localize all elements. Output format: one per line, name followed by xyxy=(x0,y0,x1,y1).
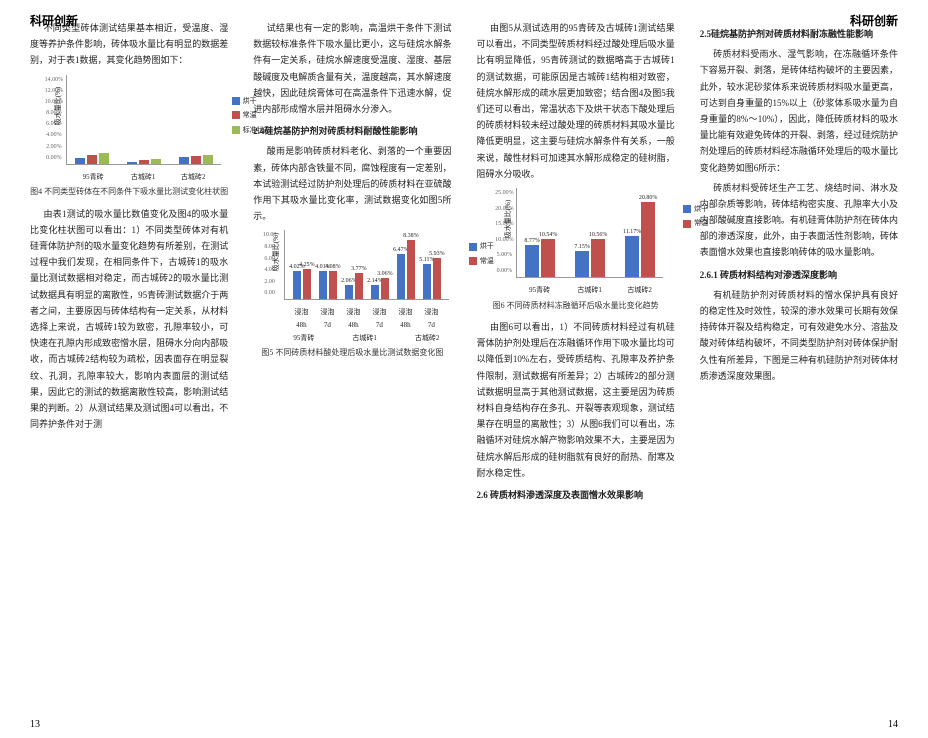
column-4: 2.5硅烷基防护剂对砖质材料耐冻融性能影响 砖质材料受雨水、湿气影响，在冻融循环… xyxy=(700,20,898,728)
chart5-caption: 图5 不同砖质材料酸处理后吸水量比测试数据变化图 xyxy=(253,346,451,360)
page-num-left: 13 xyxy=(30,719,40,730)
chart-5: 吸水量比(%) 10.008.006.004.002.000.00 4.02%4… xyxy=(253,230,451,360)
chart4-caption: 图4 不同类型砖体在不同条件下吸水量比测试变化柱状图 xyxy=(30,185,228,199)
para: 由图6可以看出，1）不同砖质材料经过有机硅膏体防护剂处理后在冻融循环作用下吸水量… xyxy=(477,319,675,481)
chart-4: 吸水量比(%) 14.00%12.00%10.00%8.00%6.00%4.00… xyxy=(30,75,228,200)
page-num-right: 14 xyxy=(888,719,898,730)
para: 砖质材料受雨水、湿气影响，在冻融循环条件下容易开裂、剥落，是砖体结构破坏的主要因… xyxy=(700,46,898,176)
page-spread: 不同类型砖体测试结果基本相近，受温度、湿度等养护条件影响，砖体吸水量比有明显的数… xyxy=(0,0,928,738)
para: 由表1测试的吸水量比数值变化及图4的吸水量比变化柱状图可以看出：1）不同类型砖体… xyxy=(30,206,228,433)
para: 由图5从测试选用的95青砖及古城砖1测试结果可以看出，不同类型砖质材料经过酸处理… xyxy=(477,20,675,182)
section-heading: 2.4硅烷基防护剂对砖质材料耐酸性能影响 xyxy=(253,123,451,139)
header-left: 科研创新 xyxy=(30,12,78,29)
section-heading: 2.6.1 砖质材料结构对渗透深度影响 xyxy=(700,267,898,283)
chart6-caption: 图6 不同砖质材料冻融循环后吸水量比变化趋势 xyxy=(477,299,675,313)
para: 酸雨是影响砖质材料老化、剥落的一个重要因素，砖体内部含铁量不同，腐蚀程度有一定差… xyxy=(253,143,451,224)
chart-6: 吸水量比(%) 25.00%20.00%15.00%10.00%5.00%0.0… xyxy=(477,188,675,313)
para: 有机硅防护剂对砖质材料的憎水保护具有良好的稳定性及时效性，较深的渗水效果可长期有… xyxy=(700,287,898,384)
para: 试结果也有一定的影响，高温烘干条件下测试数据较标准条件下吸水量比更小，这与硅烷水… xyxy=(253,20,451,117)
column-3: 由图5从测试选用的95青砖及古城砖1测试结果可以看出，不同类型砖质材料经过酸处理… xyxy=(477,20,675,728)
section-heading: 2.6 砖质材料渗透深度及表面憎水效果影响 xyxy=(477,487,675,503)
para: 砖质材料受砖坯生产工艺、烧结时间、淋水及内部杂质等影响，砖体结构密实度、孔隙率大… xyxy=(700,180,898,261)
column-2: 试结果也有一定的影响，高温烘干条件下测试数据较标准条件下吸水量比更小，这与硅烷水… xyxy=(253,20,451,728)
column-1: 不同类型砖体测试结果基本相近，受温度、湿度等养护条件影响，砖体吸水量比有明显的数… xyxy=(30,20,228,728)
header-right: 科研创新 xyxy=(850,12,898,29)
